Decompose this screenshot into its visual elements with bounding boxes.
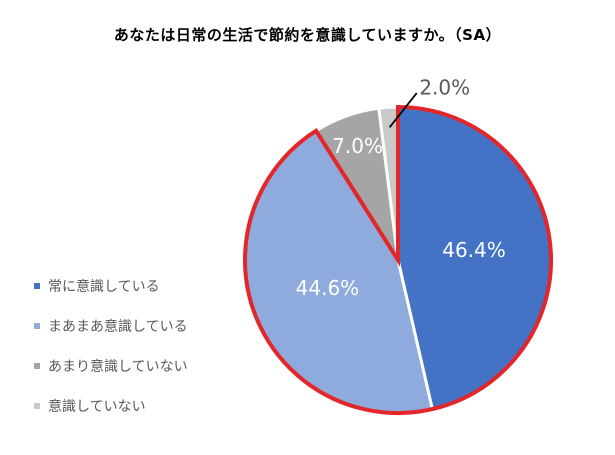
data-label-not-much: 7.0% [332, 134, 383, 158]
legend-label: まあまあ意識している [48, 319, 188, 335]
data-label-somewhat: 44.6% [296, 276, 360, 300]
leader-line [388, 92, 418, 128]
data-label-not-at-all: 2.0% [419, 76, 470, 100]
legend-swatch-icon [34, 403, 40, 409]
legend-swatch-icon [34, 363, 40, 369]
legend-label: 常に意識している [48, 279, 160, 295]
highlight-outline [243, 104, 553, 415]
legend-label: 意識していない [48, 399, 146, 415]
legend-item-always: 常に意識している [34, 276, 188, 296]
legend-item-somewhat: まあまあ意識している [34, 316, 188, 336]
chart-title: あなたは日常の生活で節約を意識していますか。（SA） [113, 26, 502, 44]
legend-label: あまり意識していない [48, 359, 188, 375]
data-label-always: 46.4% [442, 238, 506, 262]
legend-item-not-much: あまり意識していない [34, 356, 188, 376]
legend-item-not-at-all: 意識していない [34, 396, 188, 416]
legend-swatch-icon [34, 323, 40, 329]
legend: 常に意識している まあまあ意識している あまり意識していない 意識していない [34, 276, 188, 436]
legend-swatch-icon [34, 283, 40, 289]
